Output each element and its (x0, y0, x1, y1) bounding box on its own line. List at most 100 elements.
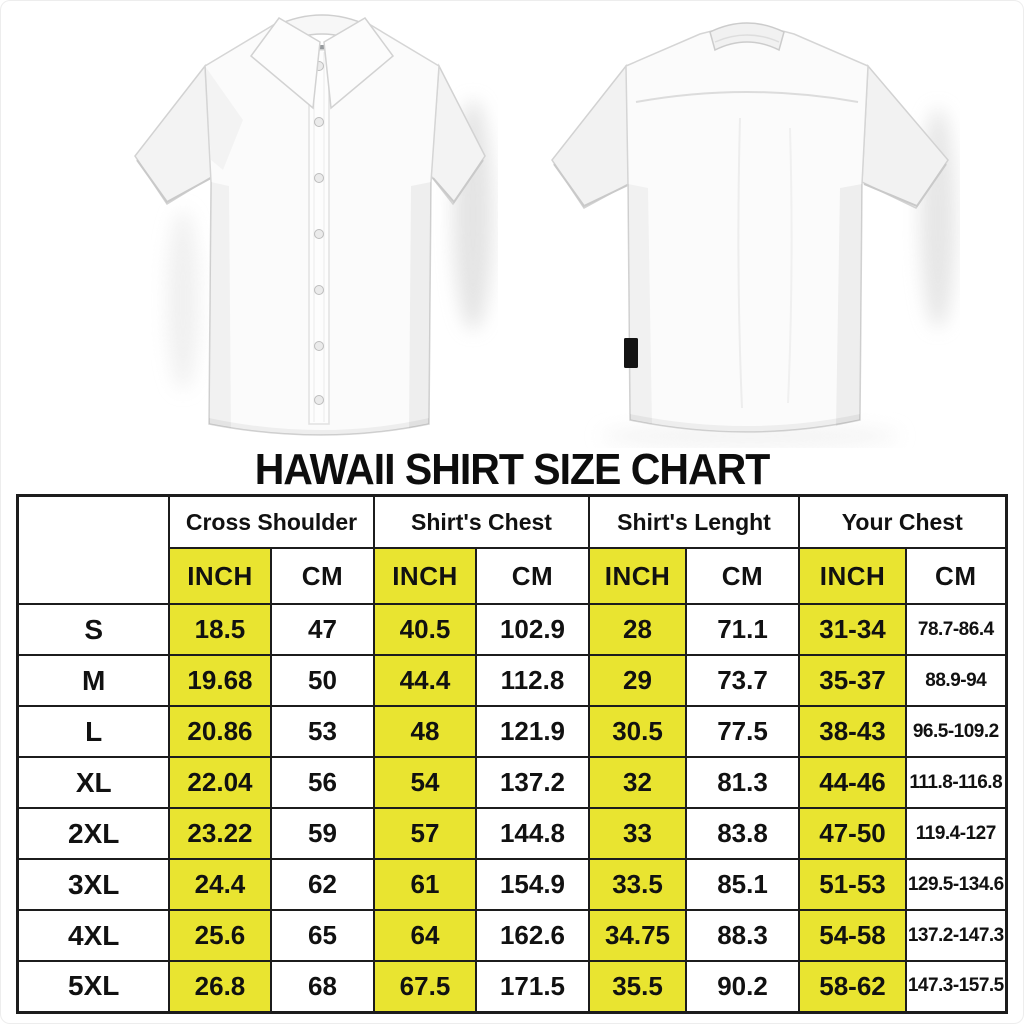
inch-value-cell: 32 (588, 756, 687, 809)
cm-value-cell: 119.4-127 (905, 807, 1008, 860)
inch-value-cell: 44-46 (798, 756, 908, 809)
inch-value-cell: 35.5 (588, 960, 687, 1013)
cm-value-cell: 81.3 (684, 756, 801, 809)
size-label-cell: L (16, 705, 170, 758)
cm-value-cell: 154.9 (474, 858, 591, 911)
inch-value-cell: 33.5 (588, 858, 687, 911)
table-row: M 19.68 50 44.4 112.8 29 73.7 35-37 88.9-94 (16, 654, 1008, 707)
inch-value-cell: 19.68 (167, 654, 272, 707)
inch-value-cell: 64 (372, 909, 477, 962)
shirt-back-image (551, 22, 956, 448)
cm-value-cell: 121.9 (474, 705, 591, 758)
inch-value-cell: 57 (372, 807, 477, 860)
inch-value-cell: 18.5 (167, 603, 272, 656)
inch-value-cell: 54 (372, 756, 477, 809)
cm-value-cell: 144.8 (474, 807, 591, 860)
unit-header-cm: CM (269, 547, 375, 605)
inch-value-cell: 33 (588, 807, 687, 860)
cm-value-cell: 73.7 (684, 654, 801, 707)
cm-value-cell: 129.5-134.6 (905, 858, 1008, 911)
cm-value-cell: 137.2-147.3 (905, 909, 1008, 962)
cm-value-cell: 68 (269, 960, 375, 1013)
page-title: HAWAII SHIRT SIZE CHART (254, 444, 771, 494)
unit-header-inch: INCH (372, 547, 477, 605)
shirt-front-image (134, 14, 493, 436)
cm-value-cell: 78.7-86.4 (905, 603, 1008, 656)
inch-value-cell: 22.04 (167, 756, 272, 809)
table-row: 5XL 26.8 68 67.5 171.5 35.5 90.2 58-62 147.3-157… (16, 960, 1008, 1013)
size-label-cell: 5XL (16, 960, 170, 1013)
cm-value-cell: 96.5-109.2 (905, 705, 1008, 758)
inch-value-cell: 26.8 (167, 960, 272, 1013)
size-label-cell: S (16, 603, 170, 656)
inch-value-cell: 54-58 (798, 909, 908, 962)
table-row: 2XL 23.22 59 57 144.8 33 83.8 47-50 119.4-127 (16, 807, 1008, 860)
inch-value-cell: 51-53 (798, 858, 908, 911)
cm-value-cell: 88.9-94 (905, 654, 1008, 707)
inch-value-cell: 29 (588, 654, 687, 707)
front-buttons (314, 61, 324, 405)
cm-value-cell: 65 (269, 909, 375, 962)
inch-value-cell: 38-43 (798, 705, 908, 758)
hem-tag (624, 338, 638, 368)
inch-value-cell: 67.5 (372, 960, 477, 1013)
group-header-shirts-length: Shirt's Lenght (587, 494, 801, 549)
inch-value-cell: 61 (372, 858, 477, 911)
unit-header-inch: INCH (798, 547, 908, 605)
cm-value-cell: 88.3 (684, 909, 801, 962)
cm-value-cell: 59 (269, 807, 375, 860)
corner-cell (16, 494, 170, 605)
inch-value-cell: 30.5 (588, 705, 687, 758)
table-row: XL 22.04 56 54 137.2 32 81.3 44-46 111.8-116.8 (16, 756, 1008, 809)
cm-value-cell: 77.5 (684, 705, 801, 758)
size-label-cell: M (16, 654, 170, 707)
cm-value-cell: 102.9 (474, 603, 591, 656)
cm-value-cell: 112.8 (474, 654, 591, 707)
cm-value-cell: 56 (269, 756, 375, 809)
table-row: 3XL 24.4 62 61 154.9 33.5 85.1 51-53 129.5-134.6 (16, 858, 1008, 911)
inch-value-cell: 25.6 (167, 909, 272, 962)
cm-value-cell: 137.2 (474, 756, 591, 809)
inch-value-cell: 47-50 (798, 807, 908, 860)
unit-header-inch: INCH (167, 547, 272, 605)
cm-value-cell: 50 (269, 654, 375, 707)
cm-value-cell: 90.2 (684, 960, 801, 1013)
inch-value-cell: 34.75 (588, 909, 687, 962)
group-header-cross-shoulder: Cross Shoulder (167, 494, 375, 549)
size-label-cell: 3XL (16, 858, 170, 911)
cm-value-cell: 85.1 (684, 858, 801, 911)
cm-value-cell: 47 (269, 603, 375, 656)
inch-value-cell: 48 (372, 705, 477, 758)
cm-value-cell: 83.8 (684, 807, 801, 860)
inch-value-cell: 31-34 (798, 603, 908, 656)
table-row: L 20.86 53 48 121.9 30.5 77.5 38-43 96.5-109.2 (16, 705, 1008, 758)
unit-header-cm: CM (474, 547, 591, 605)
size-label-cell: 4XL (16, 909, 170, 962)
product-images (0, 0, 1024, 448)
inch-value-cell: 24.4 (167, 858, 272, 911)
inch-value-cell: 58-62 (798, 960, 908, 1013)
cm-value-cell: 162.6 (474, 909, 591, 962)
size-chart-table: Cross Shoulder Shirt's Chest Shirt's Len… (16, 494, 1008, 1014)
size-label-cell: 2XL (16, 807, 170, 860)
unit-header-inch: INCH (588, 547, 687, 605)
inch-value-cell: 28 (588, 603, 687, 656)
cm-value-cell: 171.5 (474, 960, 591, 1013)
inch-value-cell: 20.86 (167, 705, 272, 758)
cm-value-cell: 147.3-157.5 (905, 960, 1008, 1013)
inch-value-cell: 23.22 (167, 807, 272, 860)
table-row: 4XL 25.6 65 64 162.6 34.75 88.3 54-58 137.2-147.… (16, 909, 1008, 962)
cm-value-cell: 53 (269, 705, 375, 758)
cm-value-cell: 62 (269, 858, 375, 911)
cm-value-cell: 111.8-116.8 (905, 756, 1008, 809)
unit-header-cm: CM (684, 547, 801, 605)
table-row: S 18.5 47 40.5 102.9 28 71.1 31-34 78.7-86.4 (16, 603, 1008, 656)
group-header-your-chest: Your Chest (798, 494, 1008, 549)
group-header-shirts-chest: Shirt's Chest (372, 494, 591, 549)
inch-value-cell: 40.5 (372, 603, 477, 656)
cm-value-cell: 71.1 (684, 603, 801, 656)
size-label-cell: XL (16, 756, 170, 809)
inch-value-cell: 44.4 (372, 654, 477, 707)
inch-value-cell: 35-37 (798, 654, 908, 707)
